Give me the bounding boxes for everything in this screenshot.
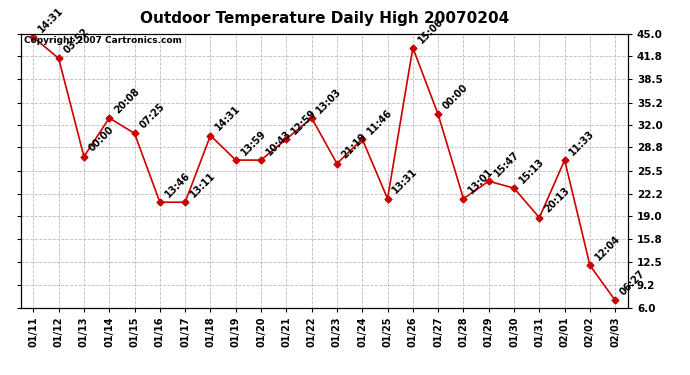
Text: 12:04: 12:04 [593, 234, 622, 262]
Text: 20:08: 20:08 [112, 86, 141, 115]
Text: 10:43: 10:43 [264, 128, 293, 157]
Text: 13:46: 13:46 [163, 170, 192, 200]
Text: 13:01: 13:01 [466, 167, 495, 196]
Text: 15:13: 15:13 [517, 156, 546, 185]
Text: 06:27: 06:27 [618, 268, 647, 298]
Text: 11:33: 11:33 [568, 128, 597, 157]
Text: 07:25: 07:25 [137, 102, 166, 130]
Text: 13:59: 13:59 [239, 128, 268, 157]
Text: 03:52: 03:52 [61, 27, 90, 56]
Text: 13:11: 13:11 [188, 170, 217, 200]
Text: Copyright 2007 Cartronics.com: Copyright 2007 Cartronics.com [23, 36, 181, 45]
Text: 00:00: 00:00 [441, 82, 470, 112]
Text: 15:47: 15:47 [492, 149, 521, 178]
Text: 13:03: 13:03 [315, 86, 344, 115]
Text: 12:59: 12:59 [289, 107, 318, 136]
Text: 14:31: 14:31 [37, 6, 66, 34]
Text: 14:31: 14:31 [213, 104, 242, 133]
Text: 21:19: 21:19 [340, 132, 369, 161]
Text: 00:00: 00:00 [87, 125, 116, 154]
Text: 11:46: 11:46 [365, 107, 394, 136]
Text: 20:13: 20:13 [542, 186, 571, 215]
Title: Outdoor Temperature Daily High 20070204: Outdoor Temperature Daily High 20070204 [139, 11, 509, 26]
Text: 15:06: 15:06 [416, 16, 445, 45]
Text: 13:31: 13:31 [391, 167, 420, 196]
